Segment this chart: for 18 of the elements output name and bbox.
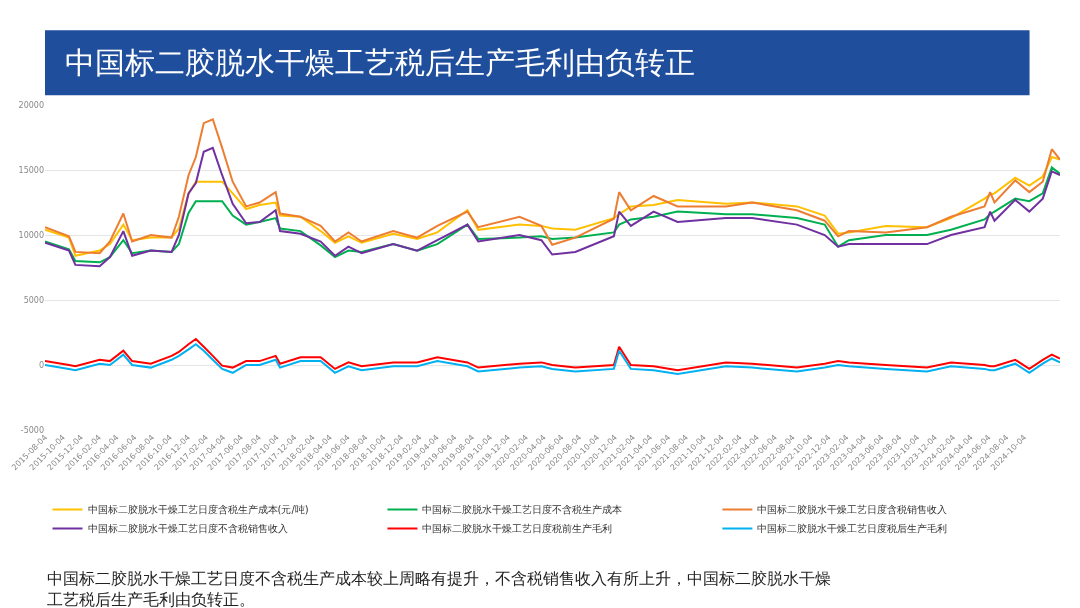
legend-label: 中国标二胶脱水干燥工艺日度不含税生产成本 (422, 504, 623, 516)
legend-label: 中国标二胶脱水干燥工艺日度含税销售收入 (757, 504, 948, 516)
line-series (45, 156, 1060, 257)
line-series (45, 146, 1060, 268)
legend-label: 中国标二胶脱水干燥工艺日度含税生产成本(元/吨) (87, 504, 309, 516)
y-tick-label: 20000 (18, 100, 44, 110)
y-tick-label: 10000 (18, 230, 44, 240)
y-tick-label: 15000 (18, 165, 44, 175)
legend-label: 中国标二胶脱水干燥工艺日度不含税销售收入 (87, 523, 288, 535)
line-series (45, 118, 1060, 255)
legend-label: 中国标二胶脱水干燥工艺日度税前生产毛利 (422, 523, 613, 535)
legend-label: 中国标二胶脱水干燥工艺日度税后生产毛利 (757, 523, 948, 535)
y-tick-label: -5000 (20, 425, 44, 435)
y-tick-label: 0 (38, 360, 44, 370)
text: 中国标二胶脱水干燥工艺日度不含税生产成本较上周略有提升，不含税销售收入有所上升，中国标二胶脱水干燥工艺税后生产毛利由负转正。 (47, 569, 831, 608)
line-series (45, 166, 1060, 264)
y-tick-label: 5000 (23, 295, 44, 305)
chart-title: 中国标二胶脱水干燥工艺税后生产毛利由负转正 (64, 44, 695, 80)
